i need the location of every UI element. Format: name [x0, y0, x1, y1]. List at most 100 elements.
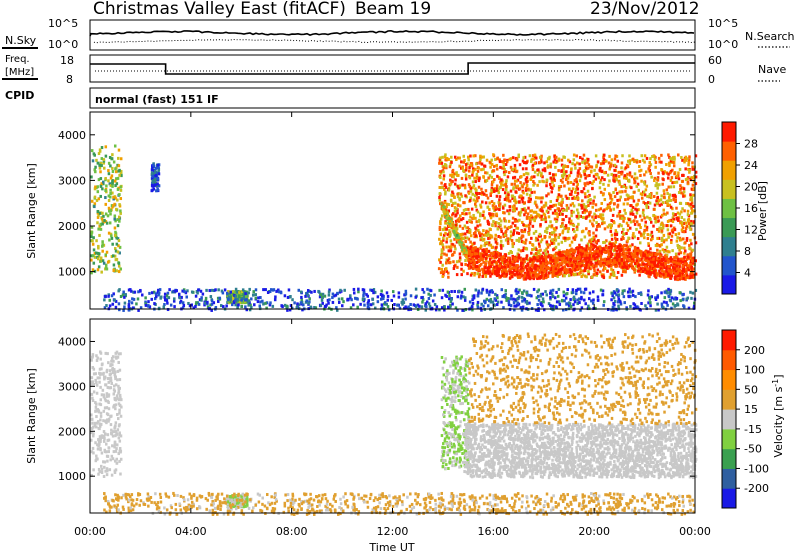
power-cell [440, 248, 444, 252]
power-cell [487, 230, 490, 234]
power-cell [574, 273, 577, 277]
power-cell [113, 226, 117, 230]
power-cell [594, 234, 598, 238]
power-cell [555, 226, 558, 230]
power-cell [496, 174, 499, 178]
power-cell [657, 257, 660, 261]
power-cell [583, 208, 586, 212]
power-cell [565, 208, 568, 212]
power-cell [447, 188, 451, 192]
power-cell [527, 226, 531, 230]
power-cell [462, 208, 466, 212]
power-cell [575, 254, 579, 258]
power-cell [385, 302, 388, 306]
power-cell [471, 170, 475, 174]
power-cell [617, 174, 621, 178]
power-cell [566, 176, 570, 180]
power-cell [539, 157, 543, 161]
power-cell [640, 293, 643, 297]
power-cell [234, 297, 237, 301]
power-cell [510, 238, 514, 242]
power-cell [466, 155, 470, 159]
power-cell [646, 215, 649, 219]
power-cell [507, 171, 511, 175]
power-cell [669, 218, 673, 222]
power-cell [626, 228, 630, 232]
power-cell [182, 303, 186, 307]
power-cell [513, 163, 517, 167]
power-cell [486, 304, 490, 308]
power-cell [439, 222, 442, 226]
power-cell [560, 212, 563, 216]
power-cell [566, 180, 570, 184]
power-cell [469, 240, 472, 244]
power-cell [517, 253, 521, 257]
power-cell [583, 169, 587, 173]
power-cell [678, 291, 682, 295]
power-cell [479, 212, 482, 216]
power-cell [621, 289, 625, 293]
power-cell [677, 252, 681, 256]
power-cell [672, 271, 676, 275]
power-cell [533, 162, 537, 166]
power-cell [234, 298, 237, 302]
power-cell [537, 294, 540, 298]
power-cell [485, 250, 489, 254]
power-cell [694, 154, 698, 158]
power-cell [511, 254, 514, 258]
power-cell [112, 197, 115, 201]
power-cell [500, 300, 503, 304]
power-cell [586, 245, 590, 249]
power-cell [404, 289, 408, 293]
power-cell [376, 300, 380, 304]
power-cell [625, 251, 629, 255]
power-cell [666, 203, 669, 207]
power-cell [589, 267, 592, 271]
power-cell [465, 220, 469, 224]
power-cell [239, 290, 242, 294]
power-cell [523, 266, 526, 270]
power-cell [519, 210, 523, 214]
power-cell [675, 217, 678, 221]
power-cell [269, 288, 273, 292]
power-cell [566, 264, 570, 268]
power-cell [595, 221, 598, 225]
power-cell [684, 167, 687, 171]
power-cell [673, 228, 677, 232]
power-cell [461, 211, 464, 215]
power-cell [614, 240, 618, 244]
power-cell [685, 157, 689, 161]
power-cell [461, 166, 464, 170]
power-cell [431, 299, 435, 303]
power-cell [476, 169, 480, 173]
power-cell [456, 195, 460, 199]
power-cell [682, 187, 686, 191]
power-cell [596, 295, 600, 299]
power-cell [672, 185, 676, 189]
power-cell [562, 218, 565, 222]
power-cell [454, 306, 458, 310]
power-cell [589, 262, 592, 266]
power-cell [533, 175, 536, 179]
power-cell [504, 229, 508, 233]
power-cell [494, 224, 497, 228]
power-cell [102, 161, 106, 165]
power-cell [109, 164, 112, 168]
power-cell [247, 291, 250, 295]
power-cell [551, 295, 555, 299]
power-cell [632, 199, 636, 203]
power-cell [327, 306, 331, 310]
power-cell [475, 260, 479, 264]
power-cell [591, 215, 594, 219]
power-cell [577, 222, 580, 226]
power-cell [483, 243, 486, 247]
power-cell [511, 242, 514, 246]
power-cell [514, 298, 517, 302]
power-cell [155, 189, 158, 193]
power-cell [655, 199, 658, 203]
power-cell [588, 193, 591, 197]
power-cell [524, 238, 528, 242]
power-cell [513, 167, 517, 171]
power-cell [467, 158, 470, 162]
power-cell [479, 203, 482, 207]
